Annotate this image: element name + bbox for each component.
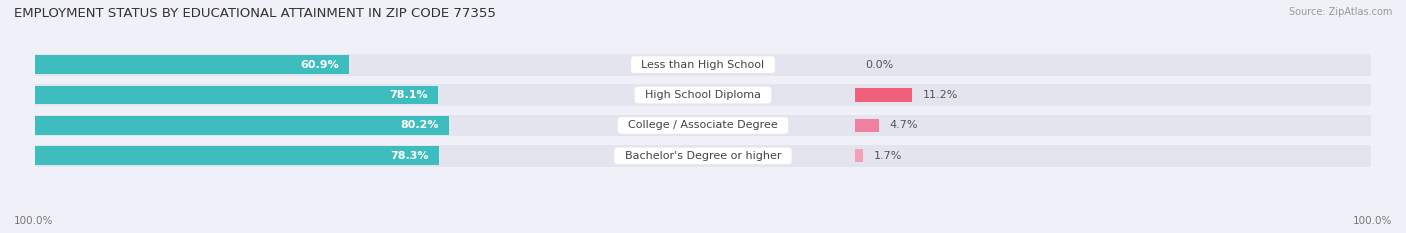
Text: EMPLOYMENT STATUS BY EDUCATIONAL ATTAINMENT IN ZIP CODE 77355: EMPLOYMENT STATUS BY EDUCATIONAL ATTAINM… (14, 7, 496, 20)
Text: 78.3%: 78.3% (391, 151, 429, 161)
Bar (35, 54, 1371, 75)
Text: College / Associate Degree: College / Associate Degree (621, 120, 785, 130)
Bar (855, 119, 879, 132)
Bar (855, 89, 912, 102)
Bar (35, 145, 1371, 167)
Bar (855, 149, 863, 162)
Text: 100.0%: 100.0% (14, 216, 53, 226)
Bar (35, 147, 439, 165)
Bar (35, 55, 350, 74)
Text: 11.2%: 11.2% (922, 90, 957, 100)
Text: 0.0%: 0.0% (865, 60, 893, 70)
Text: 78.1%: 78.1% (389, 90, 427, 100)
Text: 1.7%: 1.7% (873, 151, 903, 161)
Text: 80.2%: 80.2% (401, 120, 439, 130)
Text: High School Diploma: High School Diploma (638, 90, 768, 100)
Text: Source: ZipAtlas.com: Source: ZipAtlas.com (1288, 7, 1392, 17)
Bar (35, 86, 439, 104)
Text: 100.0%: 100.0% (1353, 216, 1392, 226)
Text: Less than High School: Less than High School (634, 60, 772, 70)
Text: 60.9%: 60.9% (301, 60, 339, 70)
Bar (35, 115, 1371, 137)
Text: 4.7%: 4.7% (889, 120, 918, 130)
Bar (35, 116, 449, 135)
Text: Bachelor's Degree or higher: Bachelor's Degree or higher (617, 151, 789, 161)
Bar (35, 84, 1371, 106)
